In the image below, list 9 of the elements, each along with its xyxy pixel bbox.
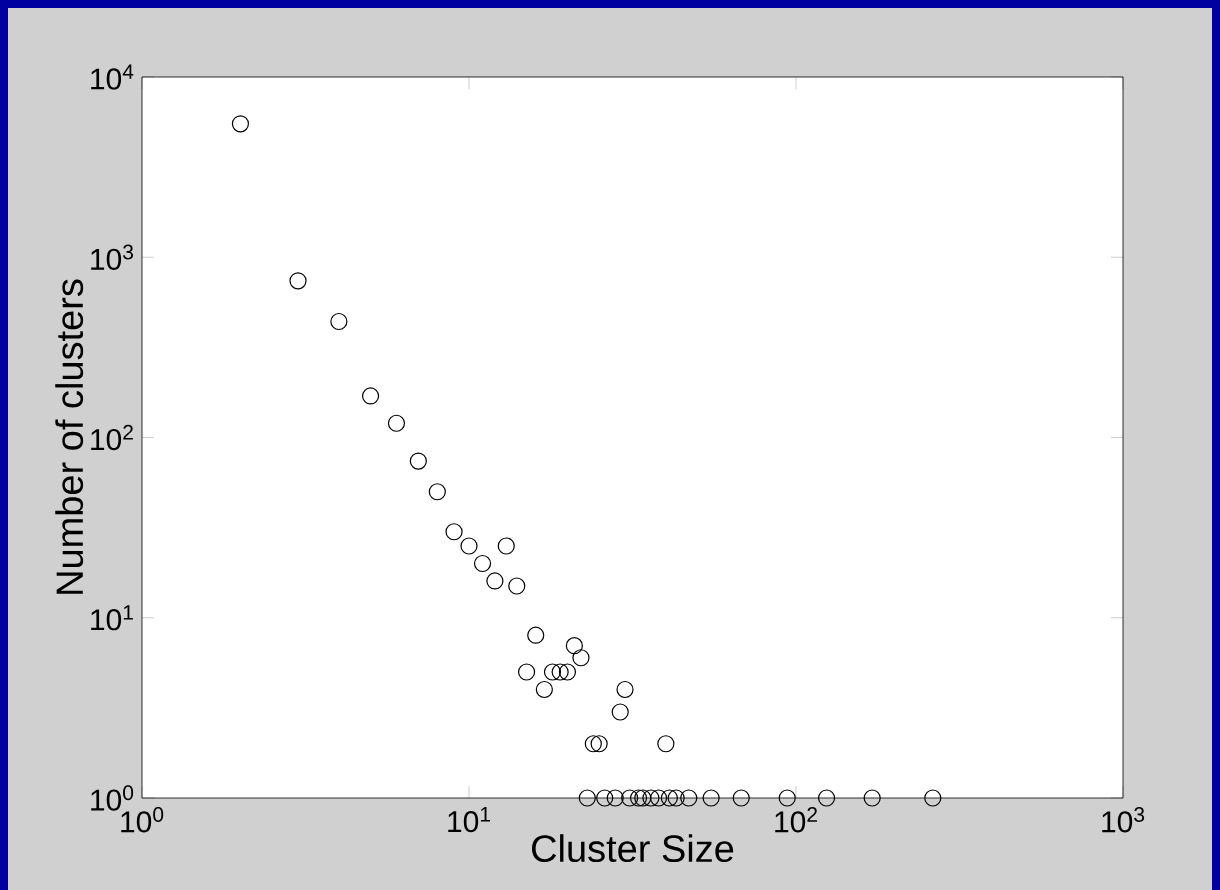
x-tick-label: 10$^{3}$: [1102, 807, 1145, 833]
y-axis-title: Number of clusters: [55, 279, 84, 594]
x-axis-title: Cluster Size: [532, 834, 734, 863]
y-tick-label: 10$^{3}$: [91, 244, 134, 270]
y-tick-label: 10$^{2}$: [91, 424, 133, 451]
x-tick-label: 10$^{1}$: [448, 807, 490, 833]
y-tick-label: 10$^{4}$: [91, 64, 134, 90]
x-tick-label: 10$^{2}$: [775, 807, 817, 833]
y-tick-label: 10$^{1}$: [91, 605, 133, 631]
